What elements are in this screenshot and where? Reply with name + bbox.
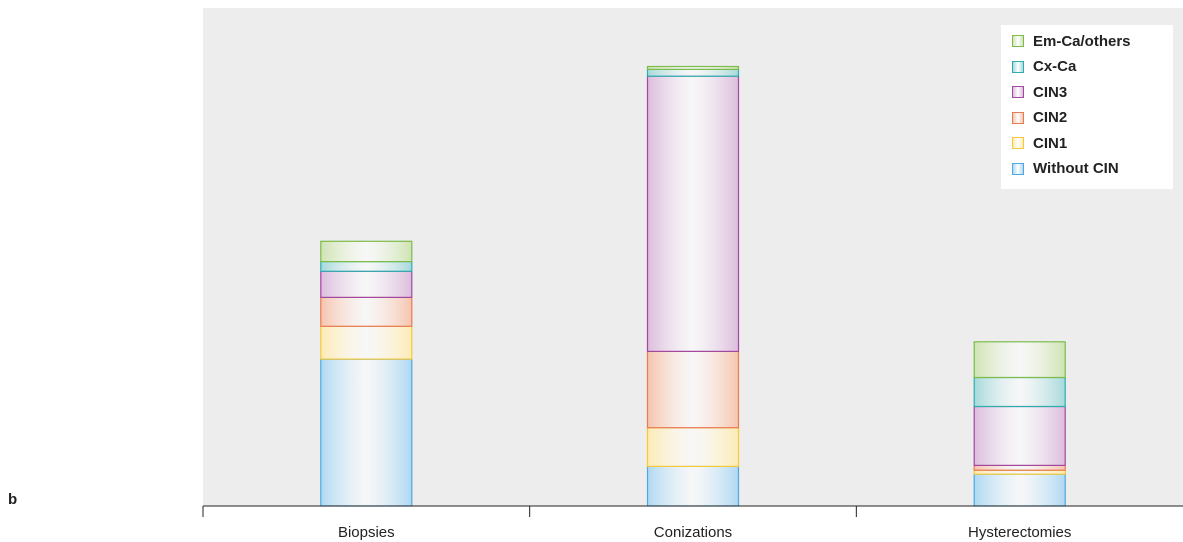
legend-swatch: [1012, 35, 1024, 47]
legend-swatch: [1012, 60, 1024, 73]
legend-label: CIN1: [1033, 134, 1068, 152]
bar-segment-hysterectomies-em-ca-others: [973, 341, 1066, 379]
legend-swatch: [1012, 111, 1024, 124]
bar-segment-conizations-cin1: [646, 427, 740, 467]
legend-label: Em-Ca/others: [1033, 32, 1131, 50]
bar-segment-biopsies-cx-ca: [320, 261, 413, 272]
bar-segment-conizations-cx-ca: [646, 68, 740, 77]
bar-segment-conizations-em-ca-others: [646, 65, 740, 71]
x-tick-label-hysterectomies: Hysterectomies: [968, 524, 1071, 541]
legend-label: Cx-Ca: [1033, 58, 1077, 75]
bar-segment-biopsies-cin3: [320, 270, 413, 298]
bar-segment-hysterectomies-cin1: [973, 469, 1066, 475]
bar-segment-conizations-cin3: [646, 75, 740, 352]
legend-item-cin3: CIN3: [1012, 83, 1067, 101]
legend-swatch: [1012, 137, 1024, 149]
bar-segment-biopsies-cin1: [320, 325, 413, 360]
bar-segment-hysterectomies-cx-ca: [973, 376, 1066, 408]
legend-item-cx-ca: Cx-Ca: [1012, 58, 1076, 76]
legend-item-cin2: CIN2: [1012, 109, 1067, 127]
bar-segment-hysterectomies-cin3: [973, 405, 1066, 467]
legend-label: CIN2: [1033, 109, 1068, 126]
legend-swatch: [1012, 86, 1024, 98]
bar-segment-conizations-cin2: [646, 350, 740, 429]
panel-label: b: [8, 491, 18, 508]
legend-item-cin1: CIN1: [1012, 134, 1067, 152]
bar-segment-hysterectomies-cin2: [973, 464, 1066, 471]
legend-label: CIN3: [1033, 83, 1068, 101]
x-tick-label-biopsies: Biopsies: [338, 524, 395, 541]
legend-item-em-ca-others: Em-Ca/others: [1012, 32, 1131, 50]
bar-segment-conizations-without-cin: [646, 465, 740, 507]
x-tick-label-conizations: Conizations: [654, 524, 732, 541]
bar-segment-biopsies-without-cin: [320, 358, 413, 507]
legend-label: Without CIN: [1033, 160, 1119, 177]
bar-segment-biopsies-em-ca-others: [320, 240, 413, 263]
legend-item-without-cin: Without CIN: [1012, 160, 1119, 178]
bar-segment-biopsies-cin2: [320, 296, 413, 327]
chart-legend: Em-Ca/others Cx-Ca CIN3 CIN2 CIN1 Without CIN: [1001, 25, 1173, 189]
bar-segment-hysterectomies-without-cin: [973, 473, 1066, 507]
legend-swatch: [1012, 162, 1024, 175]
